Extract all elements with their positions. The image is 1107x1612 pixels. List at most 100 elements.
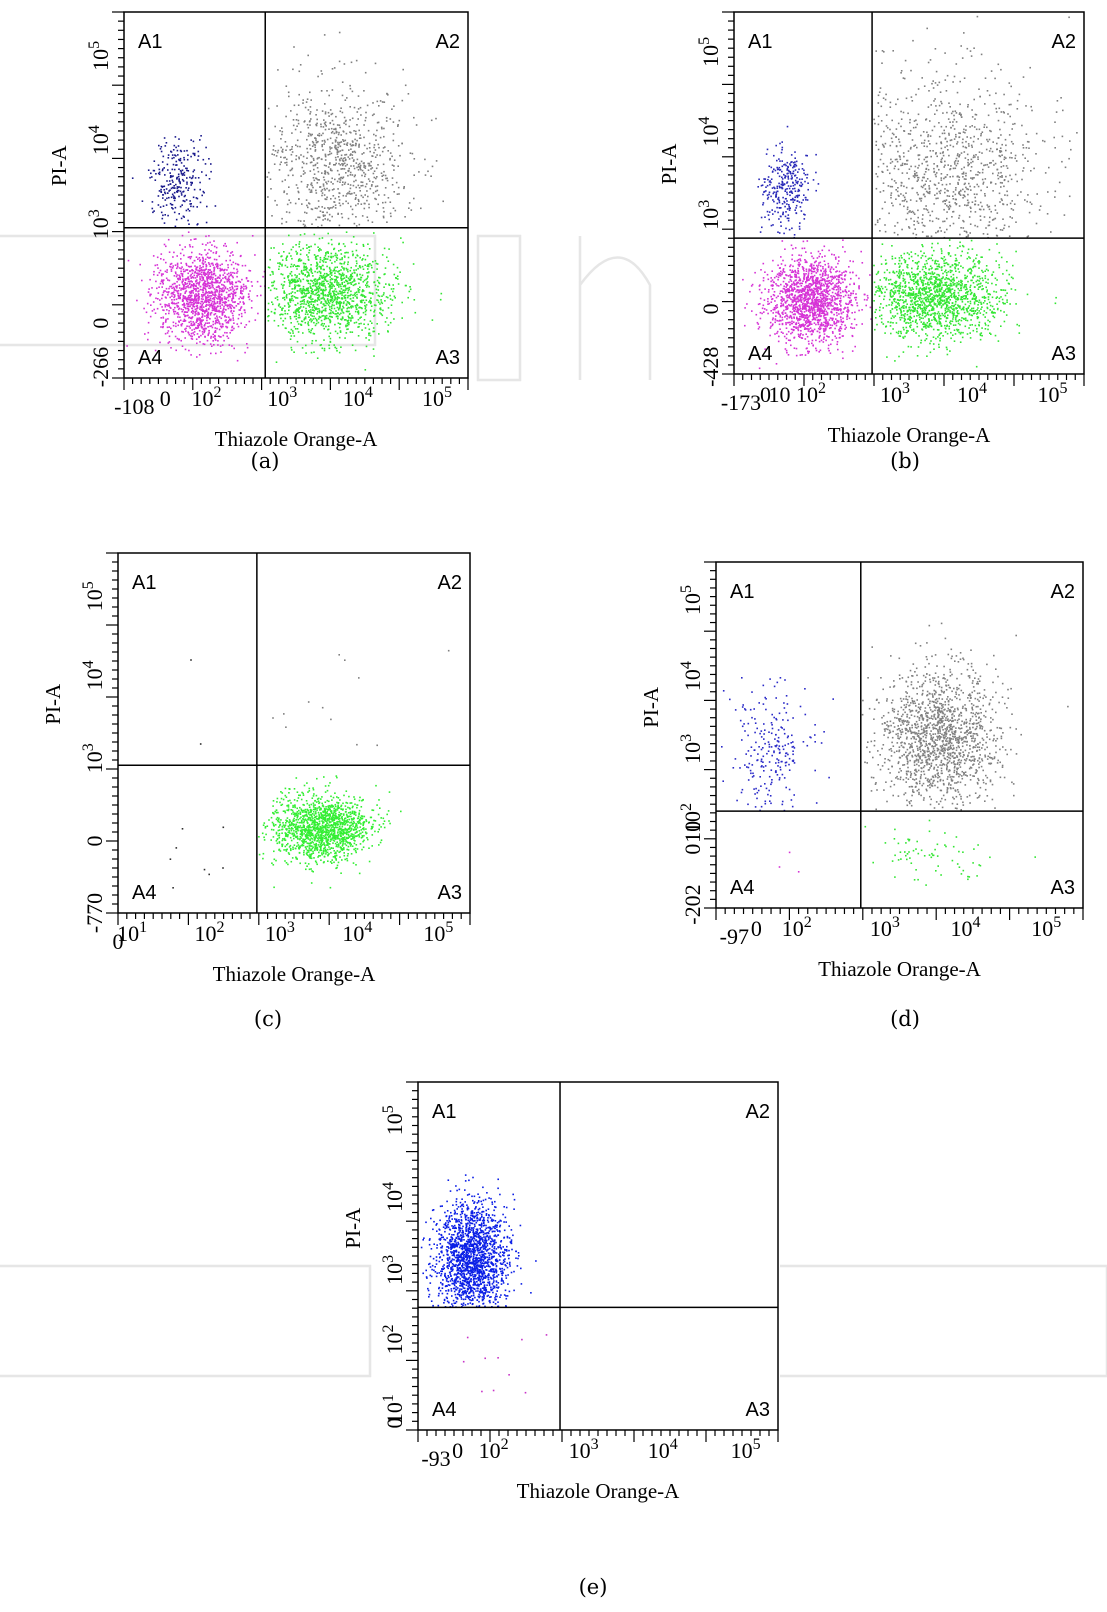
data-point	[289, 332, 292, 334]
data-point	[944, 52, 946, 54]
data-point	[197, 287, 199, 290]
data-point	[302, 287, 304, 290]
data-point	[188, 286, 190, 289]
data-point	[330, 315, 332, 318]
data-point	[913, 120, 916, 122]
data-point	[927, 135, 929, 138]
data-point	[946, 217, 948, 220]
data-point	[985, 148, 988, 151]
data-point	[381, 127, 383, 130]
data-point	[358, 162, 361, 165]
data-point	[309, 124, 311, 126]
data-point	[172, 265, 174, 267]
data-point	[788, 207, 791, 210]
data-point	[219, 281, 221, 284]
data-point	[190, 311, 193, 313]
data-point	[180, 194, 183, 196]
data-point	[296, 340, 299, 343]
data-point	[193, 152, 196, 155]
data-point	[895, 103, 897, 106]
data-point	[781, 203, 784, 205]
data-point	[942, 152, 944, 154]
data-point	[355, 249, 358, 252]
data-point	[337, 188, 339, 190]
data-point	[342, 285, 345, 288]
data-point	[208, 285, 211, 287]
data-point	[362, 311, 365, 314]
data-point	[312, 305, 315, 307]
data-point	[192, 298, 194, 301]
data-point	[1000, 111, 1003, 113]
data-point	[296, 113, 298, 116]
data-point	[162, 316, 164, 319]
data-point	[329, 207, 331, 209]
data-point	[985, 227, 987, 229]
data-point	[199, 320, 202, 322]
data-point	[348, 158, 351, 160]
data-point	[806, 173, 809, 176]
data-point	[357, 169, 360, 171]
data-point	[349, 331, 352, 333]
data-point	[209, 287, 211, 290]
data-point	[944, 191, 946, 194]
data-point	[345, 275, 348, 277]
data-point	[173, 211, 176, 214]
data-point	[317, 216, 319, 219]
data-point	[350, 277, 353, 280]
data-point	[786, 181, 789, 183]
data-point	[328, 266, 331, 269]
data-point	[384, 146, 386, 148]
data-point	[1060, 97, 1062, 99]
data-point	[301, 302, 303, 305]
data-point	[216, 327, 218, 330]
data-point	[235, 288, 238, 291]
data-point	[367, 195, 369, 198]
data-point	[932, 150, 934, 152]
data-point	[362, 184, 364, 187]
data-point	[210, 291, 213, 293]
data-point	[891, 185, 894, 188]
data-point	[358, 323, 360, 325]
data-point	[890, 192, 893, 194]
data-point	[958, 113, 961, 115]
data-point	[334, 346, 336, 349]
data-point	[200, 300, 203, 303]
data-point	[360, 293, 363, 296]
data-point	[374, 284, 377, 287]
data-point	[294, 280, 297, 283]
data-point	[215, 246, 218, 249]
data-point	[334, 164, 336, 166]
data-point	[236, 323, 239, 325]
data-point	[775, 196, 777, 198]
data-point	[282, 323, 284, 326]
data-point	[318, 237, 321, 240]
data-point	[796, 200, 799, 202]
data-point	[989, 147, 992, 150]
data-point	[373, 355, 375, 357]
data-point	[336, 350, 338, 352]
data-point	[877, 94, 880, 97]
data-point	[199, 302, 202, 305]
data-point	[191, 329, 193, 331]
data-point	[403, 187, 405, 190]
data-point	[323, 339, 325, 341]
data-point	[955, 198, 957, 201]
data-point	[967, 159, 969, 161]
data-point	[327, 111, 330, 114]
data-point	[994, 77, 996, 80]
data-point	[776, 159, 778, 162]
data-point	[232, 293, 235, 296]
data-point	[173, 251, 175, 254]
data-point	[376, 268, 378, 270]
data-point	[942, 112, 944, 114]
data-point	[262, 275, 264, 278]
data-point	[352, 284, 355, 287]
data-point	[292, 124, 295, 127]
data-point	[333, 128, 336, 130]
data-point	[765, 190, 767, 192]
data-point	[348, 317, 351, 319]
data-point	[250, 300, 253, 302]
data-point	[298, 273, 301, 275]
data-point	[945, 199, 948, 201]
data-point	[341, 316, 344, 318]
